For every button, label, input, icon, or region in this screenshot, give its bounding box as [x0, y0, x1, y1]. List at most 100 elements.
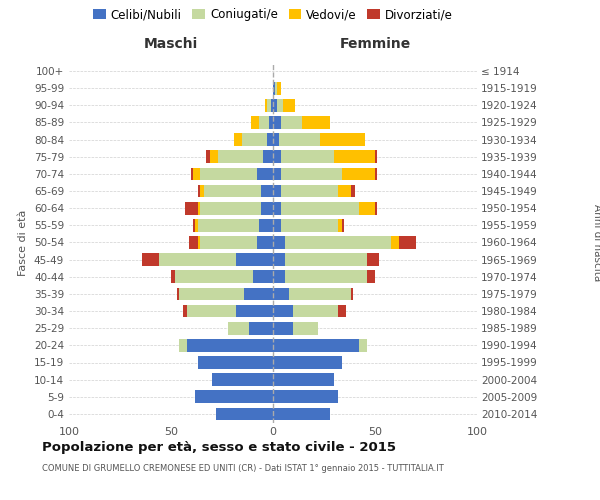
Bar [289, 288, 350, 300]
Bar [367, 270, 375, 283]
Bar [187, 304, 236, 318]
Bar [285, 270, 367, 283]
Bar [142, 253, 159, 266]
Bar [259, 116, 269, 129]
Bar [285, 253, 367, 266]
Bar [263, 150, 273, 163]
Text: COMUNE DI GRUMELLO CREMONESE ED UNITI (CR) - Dati ISTAT 1° gennaio 2015 - TUTTIT: COMUNE DI GRUMELLO CREMONESE ED UNITI (C… [42, 464, 444, 473]
Bar [234, 133, 242, 146]
Bar [375, 168, 377, 180]
Bar [273, 99, 277, 112]
Bar [185, 202, 197, 214]
Bar [177, 288, 179, 300]
Bar [359, 339, 367, 352]
Bar [281, 184, 338, 198]
Text: Femmine: Femmine [340, 38, 410, 52]
Bar [218, 150, 263, 163]
Bar [302, 116, 330, 129]
Bar [273, 219, 281, 232]
Bar [193, 219, 196, 232]
Bar [350, 184, 355, 198]
Bar [210, 150, 218, 163]
Bar [281, 202, 359, 214]
Bar [171, 270, 175, 283]
Bar [257, 236, 273, 249]
Bar [391, 236, 400, 249]
Bar [191, 168, 193, 180]
Bar [293, 322, 318, 334]
Bar [375, 150, 377, 163]
Bar [367, 253, 379, 266]
Bar [338, 184, 350, 198]
Bar [273, 339, 359, 352]
Bar [197, 184, 200, 198]
Bar [200, 168, 257, 180]
Bar [338, 219, 343, 232]
Bar [273, 253, 285, 266]
Text: Popolazione per età, sesso e stato civile - 2015: Popolazione per età, sesso e stato civil… [42, 441, 396, 454]
Bar [343, 168, 375, 180]
Bar [273, 82, 275, 94]
Bar [273, 184, 281, 198]
Bar [248, 322, 273, 334]
Bar [273, 288, 289, 300]
Bar [200, 236, 257, 249]
Bar [343, 219, 344, 232]
Bar [320, 133, 365, 146]
Bar [273, 270, 285, 283]
Bar [183, 304, 187, 318]
Bar [273, 202, 281, 214]
Bar [400, 236, 416, 249]
Bar [273, 373, 334, 386]
Bar [200, 184, 203, 198]
Bar [273, 390, 338, 403]
Bar [179, 288, 244, 300]
Bar [265, 99, 267, 112]
Y-axis label: Fasce di età: Fasce di età [19, 210, 28, 276]
Bar [273, 116, 281, 129]
Bar [273, 408, 330, 420]
Bar [267, 133, 273, 146]
Bar [175, 270, 253, 283]
Bar [261, 184, 273, 198]
Bar [281, 150, 334, 163]
Legend: Celibi/Nubili, Coniugati/e, Vedovi/e, Divorziati/e: Celibi/Nubili, Coniugati/e, Vedovi/e, Di… [91, 6, 455, 24]
Bar [187, 339, 273, 352]
Bar [277, 82, 281, 94]
Bar [338, 304, 346, 318]
Bar [273, 133, 279, 146]
Bar [203, 184, 261, 198]
Bar [273, 150, 281, 163]
Bar [253, 270, 273, 283]
Bar [273, 356, 343, 369]
Bar [350, 288, 353, 300]
Bar [197, 356, 273, 369]
Bar [212, 373, 273, 386]
Bar [334, 150, 375, 163]
Bar [197, 236, 200, 249]
Bar [197, 202, 200, 214]
Bar [216, 408, 273, 420]
Bar [236, 253, 273, 266]
Bar [242, 133, 267, 146]
Bar [196, 390, 273, 403]
Bar [200, 202, 261, 214]
Bar [190, 236, 197, 249]
Bar [277, 99, 283, 112]
Bar [271, 99, 273, 112]
Bar [279, 133, 320, 146]
Bar [261, 202, 273, 214]
Bar [267, 99, 271, 112]
Bar [197, 219, 259, 232]
Bar [281, 219, 338, 232]
Bar [193, 168, 200, 180]
Bar [283, 99, 295, 112]
Bar [236, 304, 273, 318]
Bar [206, 150, 210, 163]
Bar [293, 304, 338, 318]
Bar [179, 339, 187, 352]
Text: Maschi: Maschi [144, 38, 198, 52]
Bar [159, 253, 236, 266]
Bar [228, 322, 248, 334]
Bar [251, 116, 259, 129]
